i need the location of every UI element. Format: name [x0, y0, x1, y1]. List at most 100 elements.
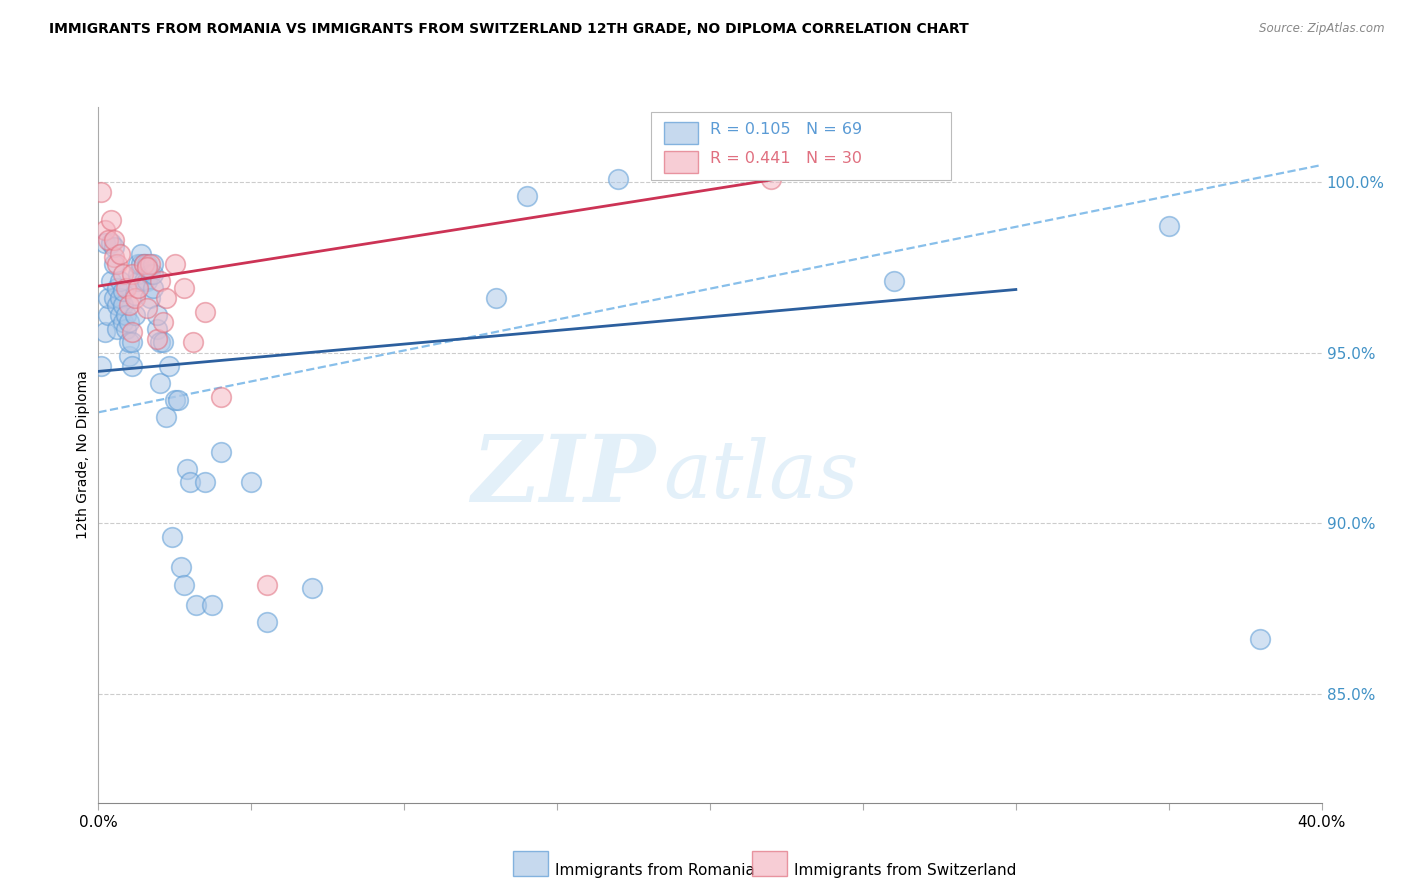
Point: [121, 359, 143, 374]
Point: [127, 257, 149, 271]
Point: [93, 223, 115, 237]
Point: [134, 257, 156, 271]
Point: [121, 335, 143, 350]
Point: [129, 257, 152, 271]
Point: [152, 335, 174, 350]
Point: [111, 315, 134, 329]
Point: [100, 212, 122, 227]
Point: [108, 308, 131, 322]
Point: [155, 410, 177, 425]
Point: [173, 281, 195, 295]
Point: [173, 577, 195, 591]
Point: [145, 332, 167, 346]
Point: [118, 298, 141, 312]
Point: [108, 274, 131, 288]
Point: [111, 284, 134, 298]
Point: [181, 335, 204, 350]
Point: [139, 257, 162, 271]
Point: [121, 325, 143, 339]
Point: [134, 274, 156, 288]
Point: [118, 315, 141, 329]
Point: [115, 322, 138, 336]
Point: [149, 376, 172, 391]
Point: [105, 257, 128, 271]
Point: [136, 301, 159, 316]
Point: [136, 260, 159, 275]
Point: [163, 257, 186, 271]
Point: [97, 308, 120, 322]
Text: R = 0.105   N = 69: R = 0.105 N = 69: [710, 121, 862, 136]
Point: [176, 461, 198, 475]
Point: [124, 291, 146, 305]
Point: [100, 274, 122, 288]
Point: [186, 598, 208, 612]
Point: [115, 281, 138, 295]
Point: [145, 322, 167, 336]
Point: [139, 267, 162, 281]
Point: [883, 274, 905, 288]
Point: [108, 246, 131, 260]
Point: [93, 325, 115, 339]
Point: [93, 236, 115, 251]
Point: [97, 233, 120, 247]
Point: [90, 359, 112, 374]
Point: [124, 308, 146, 322]
Point: [136, 274, 159, 288]
Point: [301, 581, 323, 595]
Point: [179, 475, 201, 490]
Point: [118, 349, 141, 363]
Point: [111, 267, 134, 281]
Point: [142, 257, 165, 271]
Text: Immigrants from Romania: Immigrants from Romania: [555, 863, 755, 878]
Point: [97, 291, 120, 305]
Point: [160, 530, 183, 544]
Point: [167, 393, 190, 408]
Point: [170, 560, 193, 574]
Point: [136, 257, 159, 271]
Point: [149, 335, 172, 350]
Point: [134, 257, 156, 271]
Point: [516, 188, 538, 202]
Point: [90, 186, 112, 200]
Point: [105, 281, 128, 295]
Point: [149, 274, 172, 288]
Point: [105, 298, 128, 312]
Point: [139, 291, 162, 305]
Text: R = 0.441   N = 30: R = 0.441 N = 30: [710, 151, 862, 166]
FancyBboxPatch shape: [651, 112, 950, 180]
Point: [240, 475, 263, 490]
Point: [118, 335, 141, 350]
Point: [157, 359, 180, 374]
Point: [103, 233, 125, 247]
Point: [129, 246, 152, 260]
Point: [194, 304, 217, 318]
Point: [127, 281, 149, 295]
Point: [115, 308, 138, 322]
Point: [103, 257, 125, 271]
Bar: [664, 121, 697, 144]
Point: [194, 475, 217, 490]
Point: [209, 390, 232, 404]
Point: [105, 322, 128, 336]
Point: [127, 274, 149, 288]
Text: IMMIGRANTS FROM ROMANIA VS IMMIGRANTS FROM SWITZERLAND 12TH GRADE, NO DIPLOMA CO: IMMIGRANTS FROM ROMANIA VS IMMIGRANTS FR…: [49, 22, 969, 37]
Bar: [664, 151, 697, 173]
Point: [111, 298, 134, 312]
Point: [607, 171, 630, 186]
Point: [103, 291, 125, 305]
Point: [155, 291, 177, 305]
Point: [163, 393, 186, 408]
Point: [152, 315, 174, 329]
Text: Source: ZipAtlas.com: Source: ZipAtlas.com: [1260, 22, 1385, 36]
Point: [127, 267, 149, 281]
Point: [142, 281, 165, 295]
Text: atlas: atlas: [664, 437, 859, 515]
Point: [108, 291, 131, 305]
Point: [209, 444, 232, 458]
Point: [142, 267, 165, 281]
Point: [1249, 632, 1271, 646]
Point: [1157, 219, 1180, 234]
Point: [100, 236, 122, 251]
Point: [103, 250, 125, 264]
Point: [200, 598, 222, 612]
